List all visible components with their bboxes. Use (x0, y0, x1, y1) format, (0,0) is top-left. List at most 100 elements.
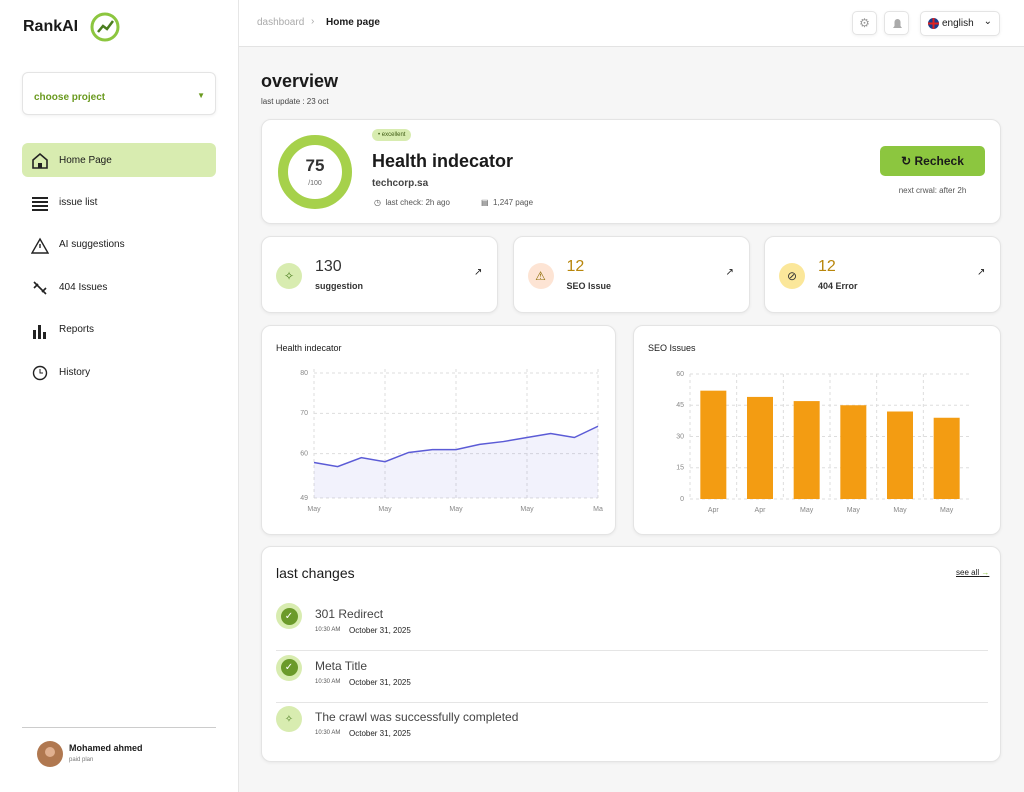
stat-label: suggestion (315, 281, 364, 291)
stat-card[interactable]: ⚠ 12 SEO Issue ↗ (512, 236, 750, 313)
see-all-label: see all (956, 568, 980, 577)
x-tick-label: Ma (593, 506, 603, 513)
score-ring (278, 135, 352, 209)
line (313, 425, 599, 468)
bar-chart-card: SEO Issues 0 15 30 45 60 Apr Apr May May May May (633, 325, 1001, 535)
breadcrumb-parent[interactable]: dashboard (257, 17, 305, 28)
project-select[interactable]: choose project ▼ (22, 72, 216, 115)
nav-label: AI suggestions (59, 239, 125, 251)
x-tick-label: May (378, 506, 392, 513)
change-date: October 31, 2025 (349, 677, 411, 687)
recheck-button[interactable]: ↻ Recheck (880, 146, 985, 176)
y-tick-label: 49 (300, 495, 308, 502)
bar (840, 405, 867, 499)
health-title: Health indecator (372, 151, 514, 171)
language-label: english (942, 18, 974, 29)
logo (90, 12, 120, 42)
avatar (37, 741, 63, 767)
change-time: 10:30 AM (315, 730, 341, 736)
score: 75 (305, 156, 325, 175)
nav-item[interactable]: Reports (22, 313, 216, 347)
nav-label: issue list (59, 196, 98, 208)
y-tick-label: 70 (300, 410, 308, 417)
next-crawl: next crwal: after 2h (898, 186, 967, 195)
badge-text: excellent (381, 132, 406, 138)
bar (793, 401, 820, 499)
change-item: ✓ Meta Title 10:30 AM October 31, 2025 (276, 652, 988, 703)
change-title: Meta Title (315, 658, 368, 673)
chart-title: Health indecator (276, 343, 342, 353)
nav-item[interactable]: History (22, 355, 216, 389)
nav-label: Reports (59, 324, 95, 336)
x-tick-label: May (449, 506, 463, 513)
change-item: ✓ 301 Redirect 10:30 AM October 31, 2025 (276, 600, 988, 651)
stat-card[interactable]: ⊘ 12 404 Error ↗ (764, 236, 1001, 313)
stat-label: SEO Issue (566, 281, 612, 291)
change-title: The crawl was successfully completed (315, 710, 519, 724)
stat-value: 12 (818, 258, 836, 275)
nav-item[interactable]: AI suggestions (22, 228, 216, 262)
overview-title: overview (261, 71, 339, 91)
nav-item[interactable]: 404 Issues (22, 270, 216, 304)
user-plan: paid plan (69, 757, 94, 763)
overview-subtitle: last update : 23 oct (261, 97, 329, 106)
x-tick-label: May (520, 506, 534, 513)
change-title: 301 Redirect (315, 607, 384, 621)
change-date: October 31, 2025 (349, 626, 411, 635)
bar (747, 396, 773, 499)
x-tick-label: May (307, 506, 321, 513)
y-tick-label: 60 (300, 451, 308, 458)
line-area (314, 426, 598, 498)
nav-label: History (59, 366, 91, 378)
settings-button[interactable]: ⚙ (852, 11, 877, 35)
change-date: October 31, 2025 (349, 729, 411, 738)
project-select-label: choose project (34, 92, 106, 103)
nav-item[interactable]: Home Page (22, 143, 216, 177)
nav-label: Home Page (59, 154, 112, 166)
nav-label: 404 Issues (59, 281, 108, 293)
change-time: 10:30 AM (315, 678, 341, 685)
y-tick-label: 30 (676, 433, 684, 440)
see-all-link[interactable]: see all → (956, 568, 990, 577)
last-check: ◷ last check: 2h ago (374, 198, 450, 207)
x-tick-label: Apr (755, 507, 767, 514)
pages-text: 1,247 page (493, 198, 534, 207)
open-link[interactable]: ↗ (725, 267, 734, 278)
stat-label: 404 Error (818, 281, 858, 291)
recheck-label: Recheck (914, 154, 964, 168)
bar (700, 390, 727, 499)
nav-item[interactable]: issue list (22, 185, 216, 219)
x-tick-label: May (940, 507, 954, 514)
change-item: ✧ The crawl was successfully completed 1… (276, 703, 988, 754)
line-chart: 49 60 70 80 May May May May Ma (300, 369, 603, 513)
change-time: 10:30 AM (315, 627, 341, 633)
open-link[interactable]: ↗ (474, 267, 483, 278)
sidebar: RankAI choose project ▼ Mohamed ahmed pai… (0, 0, 239, 792)
bar (933, 417, 960, 499)
notifications-button[interactable] (884, 11, 909, 35)
x-tick-label: May (847, 507, 861, 514)
y-tick-label: 80 (300, 370, 308, 377)
last-changes-title: last changes (276, 565, 355, 581)
x-tick-label: May (800, 507, 814, 514)
open-link[interactable]: ↗ (977, 267, 986, 278)
x-tick-label: May (893, 507, 907, 514)
chart-title: SEO Issues (648, 343, 696, 353)
y-tick-label: 45 (676, 402, 684, 409)
user-name: Mohamed ahmed (69, 743, 143, 753)
y-tick-label: 15 (676, 465, 684, 472)
last-changes-card: last changes see all → ✓ 301 Redirect 10… (261, 546, 1001, 762)
stat-value: 12 (566, 258, 585, 275)
health-card: 75 /100 • excellent Health indecator tec… (261, 119, 1001, 224)
score-max: /100 (308, 180, 322, 187)
x-tick-label: Apr (708, 507, 720, 514)
bar-chart: 0 15 30 45 60 Apr Apr May May May May (676, 371, 970, 514)
language-select[interactable]: english ⌄ (920, 11, 1000, 36)
breadcrumb-current: Home page (326, 17, 380, 28)
line-chart-card: Health indecator 49 60 70 80 May May May May Ma (261, 325, 616, 535)
brand: RankAI (23, 18, 79, 35)
stat-value: 130 (315, 258, 342, 275)
stat-card[interactable]: ✧ 130 suggestion ↗ (261, 236, 498, 313)
badge: • excellent (372, 129, 412, 141)
